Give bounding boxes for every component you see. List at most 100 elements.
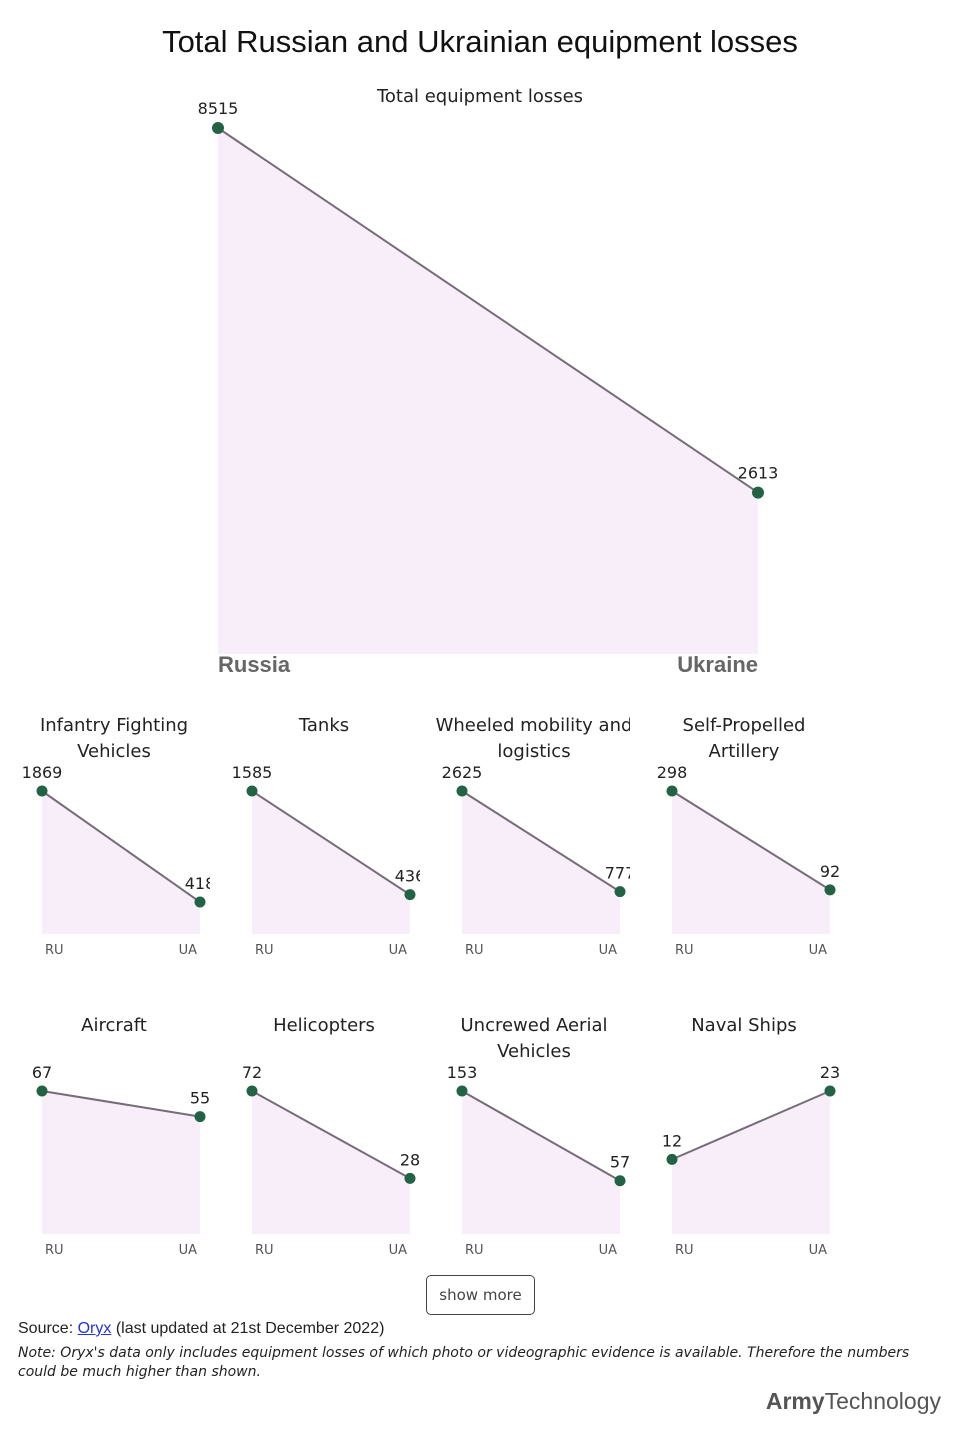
chart-title: Naval Ships xyxy=(691,1015,797,1036)
axis-label-ru: RU xyxy=(255,943,274,958)
series-line-self-propelled-artillery xyxy=(671,790,831,891)
series-area-uncrewed-aerial-vehicles xyxy=(462,1091,620,1234)
axis-label-ru: RU xyxy=(675,943,694,958)
series-line-wheeled-mobility-and-logistics xyxy=(461,790,621,893)
chart-title: Infantry Fighting Vehicles xyxy=(40,715,188,762)
axis-label-ua: UA xyxy=(389,1243,408,1258)
series-area-helicopters xyxy=(252,1091,410,1234)
data-label-ua: 436 xyxy=(395,867,420,886)
brand-army: Army xyxy=(765,1388,825,1414)
chart-title: Wheeled mobility and logistics xyxy=(436,715,630,762)
data-point-ua xyxy=(614,1175,626,1187)
axis-label-ru: RU xyxy=(255,1243,274,1258)
series-line-tanks xyxy=(251,790,411,896)
data-label-ru: 2625 xyxy=(442,763,483,782)
brand-logo: ArmyTechnology xyxy=(766,1388,941,1415)
chart-uncrewed-aerial-vehicles: 153 57 RU UA Uncrewed Aerial Vehicles xyxy=(447,1015,630,1258)
chart-helicopters: 72 28 RU UA Helicopters xyxy=(242,1015,420,1258)
data-point-ua xyxy=(194,896,206,908)
axis-label-ru: RU xyxy=(675,1243,694,1258)
data-label-ua: 28 xyxy=(400,1150,420,1169)
series-area-self-propelled-artillery xyxy=(672,791,830,934)
series-area-aircraft xyxy=(42,1091,200,1234)
data-label-ru: 1585 xyxy=(232,763,273,782)
data-point-ru xyxy=(246,1085,258,1097)
data-label-ukraine: 2613 xyxy=(738,464,779,483)
axis-label-russia: Russia xyxy=(218,652,291,677)
source-suffix: (last updated at 21st December 2022) xyxy=(111,1320,385,1337)
axis-label-ru: RU xyxy=(465,1243,484,1258)
data-label-ua: 23 xyxy=(820,1063,840,1082)
data-label-ua: 92 xyxy=(820,862,840,881)
data-point-ru xyxy=(666,1153,678,1165)
axis-label-ua: UA xyxy=(389,943,408,958)
axis-label-ua: UA xyxy=(599,1243,618,1258)
chart-title: Tanks xyxy=(298,715,349,736)
page-title: Total Russian and Ukrainian equipment lo… xyxy=(162,24,798,59)
data-point-ru xyxy=(456,785,468,797)
data-label-ua: 777 xyxy=(605,864,630,883)
series-line-total-equipment-losses xyxy=(217,127,759,494)
data-label-ru: 72 xyxy=(242,1063,262,1082)
series-area-tanks xyxy=(252,791,410,934)
data-point-ua xyxy=(194,1111,206,1123)
data-label-ru: 1869 xyxy=(22,763,63,782)
axis-label-ua: UA xyxy=(809,1243,828,1258)
series-line-uncrewed-aerial-vehicles xyxy=(461,1090,621,1182)
series-area-naval-ships xyxy=(672,1091,830,1234)
brand-technology: Technology xyxy=(824,1388,941,1414)
axis-label-ua: UA xyxy=(179,1243,198,1258)
data-point-ua xyxy=(824,884,836,896)
data-label-ua: 57 xyxy=(610,1153,630,1172)
series-line-helicopters xyxy=(251,1090,411,1180)
series-line-naval-ships xyxy=(671,1090,831,1161)
chart-title: Total equipment losses xyxy=(376,86,583,107)
data-point-ru xyxy=(36,1085,48,1097)
axis-label-ru: RU xyxy=(465,943,484,958)
data-point-ua xyxy=(614,886,626,898)
axis-label-ru: RU xyxy=(45,943,64,958)
data-label-ru: 67 xyxy=(32,1063,52,1082)
data-point-ua xyxy=(824,1085,836,1097)
series-area-wheeled-mobility-and-logistics xyxy=(462,791,620,934)
data-point-ru xyxy=(666,785,678,797)
data-label-ua: 418 xyxy=(185,874,210,893)
data-label-ru: 298 xyxy=(657,763,688,782)
note-text: Note: Oryx's data only includes equipmen… xyxy=(18,1345,910,1380)
source-link[interactable]: Oryx xyxy=(77,1320,112,1337)
show-more-button[interactable]: show more xyxy=(426,1275,535,1315)
chart-tanks: 1585 436 RU UA Tanks xyxy=(232,715,420,958)
axis-label-ua: UA xyxy=(809,943,828,958)
series-line-infantry-fighting-vehicles xyxy=(41,790,201,903)
data-point-ua xyxy=(404,889,416,901)
axis-label-ua: UA xyxy=(179,943,198,958)
data-point-russia xyxy=(212,122,224,134)
series-area-infantry-fighting-vehicles xyxy=(42,791,200,934)
data-point-ukraine xyxy=(752,486,764,499)
chart-title: Uncrewed Aerial Vehicles xyxy=(460,1015,607,1062)
series-area-total-equipment-losses xyxy=(218,128,758,654)
chart-aircraft: 67 55 RU UA Aircraft xyxy=(32,1015,210,1258)
axis-label-ukraine: Ukraine xyxy=(677,652,758,677)
data-label-ua: 55 xyxy=(190,1089,210,1108)
axis-label-ua: UA xyxy=(599,943,618,958)
chart-title: Self-Propelled Artillery xyxy=(683,715,806,762)
data-label-russia: 8515 xyxy=(198,99,239,118)
axis-label-ru: RU xyxy=(45,1243,64,1258)
chart-title: Helicopters xyxy=(273,1015,375,1036)
source-prefix: Source: xyxy=(18,1320,78,1337)
chart-naval-ships: 12 23 RU UA Naval Ships xyxy=(662,1015,840,1258)
data-point-ru xyxy=(456,1085,468,1097)
chart-self-propelled-artillery: 298 92 RU UA Self-Propelled Artillery xyxy=(657,715,840,958)
chart-title: Aircraft xyxy=(81,1015,147,1036)
data-point-ru xyxy=(36,785,48,797)
series-line-aircraft xyxy=(41,1090,201,1118)
source-line: Source: Oryx (last updated at 21st Decem… xyxy=(18,1320,384,1338)
data-label-ru: 12 xyxy=(662,1131,682,1150)
data-point-ua xyxy=(404,1172,416,1184)
data-label-ru: 153 xyxy=(447,1063,478,1082)
main-chart: 8515 2613 Russia Ukraine Total equipment los… xyxy=(198,86,779,677)
data-point-ru xyxy=(246,785,258,797)
